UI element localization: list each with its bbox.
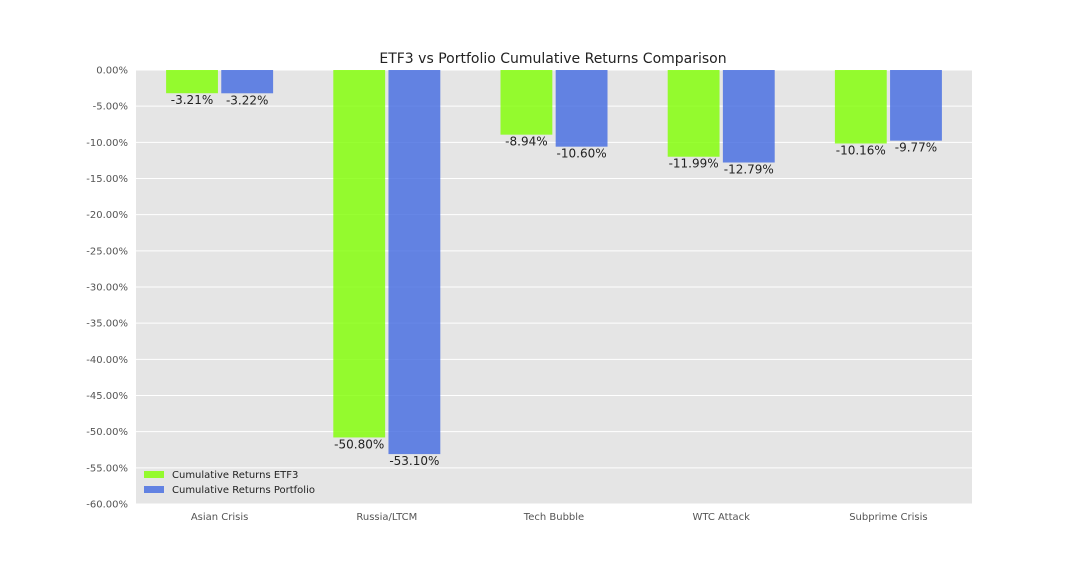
- legend-label-etf3: Cumulative Returns ETF3: [172, 470, 298, 481]
- bar-portfolio: [388, 70, 441, 455]
- legend-swatch-portfolio: [144, 486, 164, 493]
- data-label: -3.21%: [171, 93, 213, 107]
- data-label: -11.99%: [669, 157, 719, 171]
- bar-etf3: [834, 70, 887, 144]
- chart-title: ETF3 vs Portfolio Cumulative Returns Com…: [379, 51, 726, 67]
- y-tick-label: -10.00%: [86, 138, 128, 149]
- bar-portfolio: [722, 70, 775, 163]
- legend-swatch-etf3: [144, 471, 164, 478]
- bar-etf3: [500, 70, 553, 135]
- y-tick-label: 0.00%: [96, 66, 128, 77]
- y-axis-ticks: 0.00% -5.00% -10.00% -15.00% -20.00% -25.00% -…: [86, 66, 128, 511]
- x-tick-label: Tech Bubble: [523, 512, 584, 523]
- legend: Cumulative Returns ETF3 Cumulative Retur…: [144, 470, 315, 496]
- y-tick-label: -45.00%: [86, 391, 128, 402]
- y-tick-label: -40.00%: [86, 355, 128, 366]
- data-labels: -3.21% -3.22% -50.80% -53.10% -8.94% -10.60% -…: [171, 93, 937, 468]
- y-tick-label: -20.00%: [86, 210, 128, 221]
- x-tick-label: Russia/LTCM: [356, 512, 417, 523]
- gridlines: [136, 69, 972, 505]
- y-tick-label: -30.00%: [86, 283, 128, 294]
- y-tick-label: -5.00%: [93, 102, 128, 113]
- y-tick-label: -35.00%: [86, 319, 128, 330]
- data-label: -3.22%: [226, 93, 268, 107]
- bar-portfolio: [221, 70, 274, 94]
- data-label: -8.94%: [505, 135, 547, 149]
- x-tick-label: WTC Attack: [692, 512, 750, 523]
- bar-etf3: [667, 70, 720, 157]
- data-label: -10.16%: [836, 143, 886, 157]
- bar-etf3: [333, 70, 386, 438]
- y-tick-label: -15.00%: [86, 174, 128, 185]
- data-label: -9.77%: [895, 141, 937, 155]
- data-label: -50.80%: [334, 437, 384, 451]
- y-tick-label: -60.00%: [86, 500, 128, 511]
- data-label: -53.10%: [389, 454, 439, 468]
- bar-etf3: [166, 70, 218, 94]
- legend-label-portfolio: Cumulative Returns Portfolio: [172, 485, 315, 496]
- x-tick-label: Subprime Crisis: [849, 512, 927, 523]
- x-axis-ticks: Asian Crisis Russia/LTCM Tech Bubble WTC At…: [191, 512, 928, 523]
- data-label: -12.79%: [724, 163, 774, 177]
- y-tick-label: -25.00%: [86, 246, 128, 257]
- y-tick-label: -50.00%: [86, 427, 128, 438]
- bars: [166, 70, 942, 455]
- x-tick-label: Asian Crisis: [191, 512, 249, 523]
- bar-portfolio: [555, 70, 608, 147]
- bar-portfolio: [890, 70, 942, 141]
- data-label: -10.60%: [557, 147, 607, 161]
- y-tick-label: -55.00%: [86, 463, 128, 474]
